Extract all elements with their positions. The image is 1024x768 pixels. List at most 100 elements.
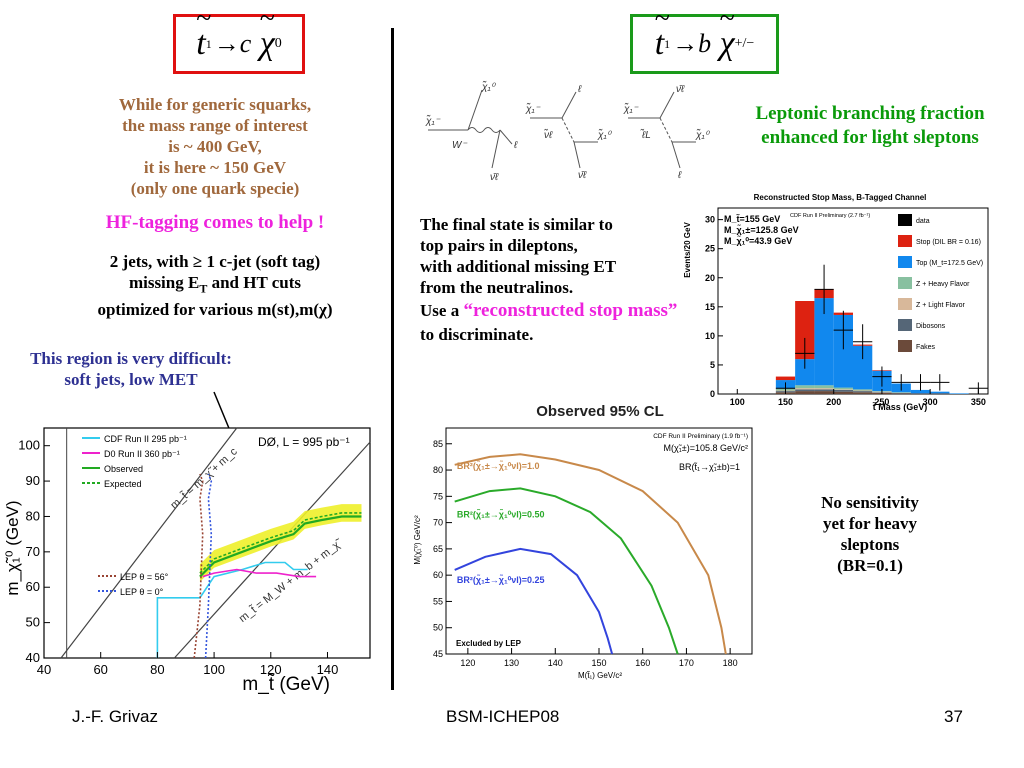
text-line: 2 jets, with ≥ 1 c-jet (soft tag) <box>109 252 321 271</box>
histogram-bar <box>910 389 931 394</box>
legend-swatch <box>898 235 912 247</box>
legend-label: Top (M_t=172.5 GeV) <box>916 260 983 267</box>
text-line: it is here ~ 150 GeV <box>143 158 287 177</box>
x-tick-label: 120 <box>460 658 475 668</box>
series-line <box>204 473 213 659</box>
contour-label: BR²(χ̃₁±→χ̃₁⁰νl)=1.0 <box>457 460 540 471</box>
label: χ̃₁⁻ <box>525 102 541 115</box>
y-tick-label: 50 <box>433 623 443 633</box>
x-tick-label: 100 <box>730 397 745 407</box>
stop-index: 1 <box>664 36 671 51</box>
feynman-diagrams: χ̃₁⁻ W⁻ χ̃₁⁰ ℓ ν̄ℓ χ̃₁⁻ ν̃ℓ ℓ χ̃₁⁰ ν̄ℓ χ… <box>425 80 711 183</box>
leptonic-bf-text: Leptonic branching fraction enhanced for… <box>722 102 1018 150</box>
histogram-bar <box>891 392 911 393</box>
series-line <box>199 512 362 574</box>
label: W⁻ <box>452 140 467 151</box>
text-line: top pairs in dileptons, <box>420 236 578 255</box>
histogram-bar <box>833 389 853 392</box>
y-axis-label: M(χ̃₁⁰) GeV/c² <box>413 515 422 565</box>
legend-label: D0 Run II 360 pb⁻¹ <box>104 449 180 459</box>
series-line <box>199 515 362 578</box>
legend-label: data <box>916 218 930 225</box>
contour-label: BR²(χ̃₁±→χ̃₁⁰νl)=0.25 <box>457 574 545 585</box>
x-tick-label: 150 <box>591 658 606 668</box>
exclusion-contour <box>454 487 679 655</box>
text-line: is ~ 400 GeV, <box>168 137 262 156</box>
y-tick-label: 10 <box>705 331 715 341</box>
text-line: soft jets, low MET <box>64 370 198 389</box>
d0-exclusion-plot: m_t̃ = m_χ̃ + m_cm_t̃ = M_W + m_b + m_χ̃… <box>3 427 371 695</box>
label: ν̄ℓ <box>490 172 499 183</box>
legend-label: Stop (DIL BR = 0.16) <box>916 239 981 246</box>
footer-author: J.-F. Grivaz <box>72 707 158 726</box>
y-tick-label: 80 <box>433 465 443 475</box>
histogram-bar <box>853 389 873 391</box>
no-sensitivity-text: No sensitivity yet for heavy sleptons (B… <box>790 492 950 576</box>
label: ν̄ℓ <box>578 170 587 181</box>
y-tick-label: 25 <box>705 244 715 254</box>
exclusion-contour <box>454 453 727 655</box>
y-tick-label: 40 <box>26 650 40 665</box>
legend-label: Observed <box>104 464 143 474</box>
x-axis-label: M(t̃₁) GeV/c² <box>578 671 622 680</box>
legend-label: Fakes <box>916 344 936 351</box>
text-line: This region is very difficult: <box>30 349 232 368</box>
x-tick-label: 140 <box>317 662 339 677</box>
histogram-bar <box>814 385 834 389</box>
label: χ̃₁⁻ <box>425 114 441 127</box>
text-line: with additional missing ET <box>420 257 617 276</box>
y-tick-label: 20 <box>705 273 715 283</box>
histogram-bar <box>853 390 873 392</box>
x-tick-label: 130 <box>504 658 519 668</box>
histogram-bar <box>833 387 853 390</box>
histogram-bar <box>853 392 873 394</box>
x-tick-label: 180 <box>723 658 738 668</box>
text-line: The final state is similar to <box>420 215 613 234</box>
y-tick-label: 70 <box>433 518 443 528</box>
y-tick-label: 100 <box>18 438 40 453</box>
series-line <box>193 473 204 659</box>
label: ν̃ℓ <box>544 128 553 141</box>
series-line <box>156 561 308 658</box>
arrow: → <box>672 29 699 58</box>
label: χ̃₁⁻ <box>623 102 639 115</box>
plot-frame <box>43 427 371 659</box>
x-tick-label: 350 <box>971 397 986 407</box>
exclusion-contour <box>454 547 614 655</box>
y-tick-label: 65 <box>433 544 443 554</box>
text-line: (BR=0.1) <box>837 556 903 575</box>
histogram-bar <box>795 301 815 360</box>
histogram-bar <box>930 393 950 394</box>
legend-swatch <box>898 340 912 352</box>
chi-symbol: χ <box>260 3 275 63</box>
feynman-diagram-sneutrino: χ̃₁⁻ ν̃ℓ ℓ χ̃₁⁰ ν̄ℓ <box>525 84 613 181</box>
text-line: the mass range of interest <box>122 116 308 135</box>
stop-mass-histogram: Reconstructed Stop Mass, B-Tagged Channe… <box>683 193 989 412</box>
difficult-region-text: This region is very difficult: soft jets… <box>0 348 262 390</box>
label: ℓ̃L <box>640 128 651 141</box>
divider-line <box>391 28 394 690</box>
expected-band <box>199 504 362 582</box>
label: ℓ <box>577 84 582 95</box>
footer-page-number: 37 <box>944 707 963 726</box>
kinematic-limit-line <box>60 427 238 659</box>
chart-title: Observed 95% CL <box>536 403 664 420</box>
histogram-bar <box>833 389 853 390</box>
chart-subtitle: CDF Run II Preliminary (2.7 fb⁻¹) <box>790 213 870 219</box>
x-axis-label: t̃ Mass (GeV) <box>872 401 927 412</box>
text-line: (only one quark specie) <box>130 179 300 198</box>
y-tick-label: 60 <box>433 570 443 580</box>
histogram-bar <box>853 345 873 390</box>
legend-label: Dibosons <box>916 323 946 330</box>
y-tick-label: 80 <box>26 508 40 523</box>
final-state-text: The final state is similar to top pairs … <box>420 214 690 347</box>
text-line: yet for heavy <box>822 514 918 533</box>
histogram-bar <box>795 391 815 394</box>
chi-charge: +/− <box>734 36 755 51</box>
chart-title: DØ, L = 995 pb⁻¹ <box>258 435 350 449</box>
stop-index: 1 <box>205 36 212 51</box>
histogram-bar <box>814 389 834 392</box>
info-label: M_t̃=155 GeV <box>724 213 780 224</box>
x-tick-label: 170 <box>679 658 694 668</box>
label: χ̃₁⁰ <box>597 128 613 141</box>
